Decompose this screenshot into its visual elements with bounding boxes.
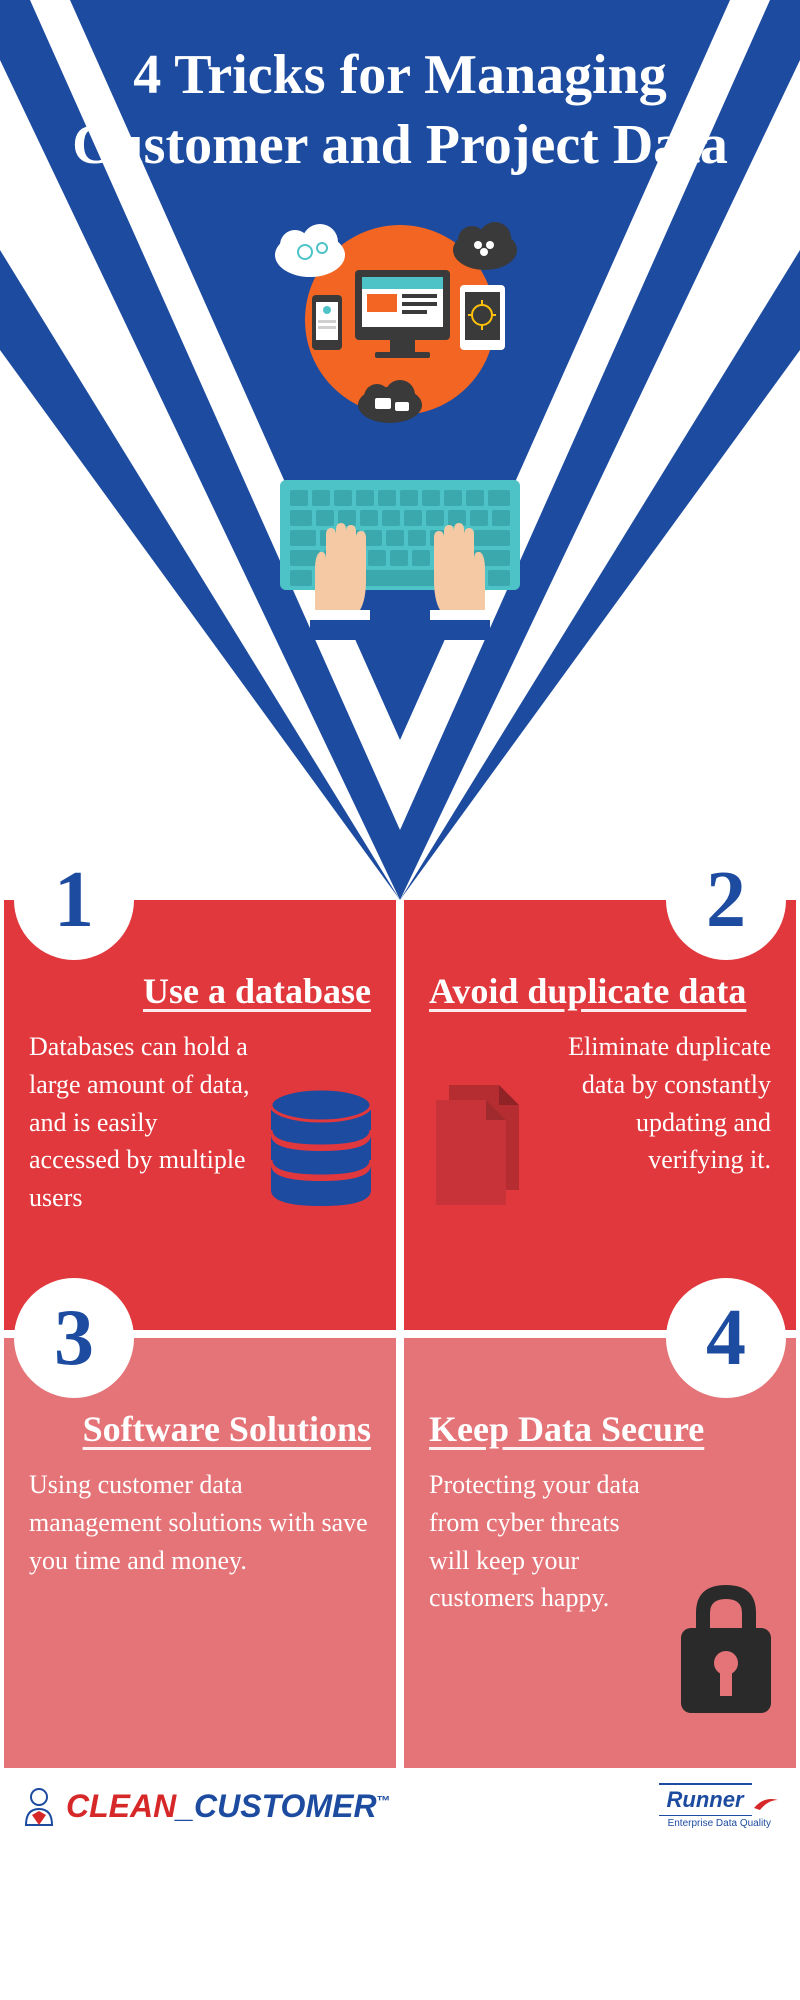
lock-icon — [666, 1573, 786, 1728]
brand-sep: _ — [176, 1788, 194, 1824]
card-data-secure: 4 Keep Data Secure Protecting your data … — [404, 1338, 796, 1768]
infographic-container: 4 Tricks for Managing Customer and Proje… — [0, 0, 800, 1854]
number-badge-1: 1 — [14, 840, 134, 960]
keyboard-hands-graphic — [0, 460, 800, 640]
card-use-database: 1 Use a database Databases can hold a la… — [4, 900, 396, 1330]
database-icon — [261, 1085, 381, 1230]
brand-tm: ™ — [377, 1792, 391, 1808]
documents-icon — [424, 1075, 534, 1220]
number-2: 2 — [706, 855, 746, 946]
brand-customer: CUSTOMER — [194, 1788, 377, 1824]
number-badge-3: 3 — [14, 1278, 134, 1398]
card-software-solutions: 3 Software Solutions Using customer data… — [4, 1338, 396, 1768]
number-badge-4: 4 — [666, 1278, 786, 1398]
cards-grid: 1 Use a database Databases can hold a la… — [0, 900, 800, 1768]
hero-devices-graphic — [0, 210, 800, 430]
brand-clean: CLEAN — [66, 1788, 176, 1824]
card-body-3: Using customer data management solutions… — [29, 1466, 371, 1579]
card-avoid-duplicate: 2 Avoid duplicate data Eliminate duplica… — [404, 900, 796, 1330]
swoosh-icon — [752, 1794, 780, 1812]
number-3: 3 — [54, 1293, 94, 1384]
cloud-people-icon — [453, 222, 517, 270]
number-1: 1 — [54, 855, 94, 946]
footer-right-brand: Runner Enterprise Data Quality — [659, 1783, 780, 1829]
clean-customer-logo: CLEAN_CUSTOMER™ — [66, 1788, 391, 1825]
person-icon — [20, 1785, 58, 1827]
runner-tagline: Enterprise Data Quality — [659, 1818, 780, 1829]
number-badge-2: 2 — [666, 840, 786, 960]
header-section: 4 Tricks for Managing Customer and Proje… — [0, 0, 800, 900]
footer: CLEAN_CUSTOMER™ Runner Enterprise Data Q… — [0, 1768, 800, 1854]
page-title: 4 Tricks for Managing Customer and Proje… — [0, 0, 800, 200]
cloud-gear-icon — [275, 224, 345, 277]
footer-left-brand: CLEAN_CUSTOMER™ — [20, 1785, 391, 1827]
runner-logo: Runner — [659, 1783, 752, 1816]
number-4: 4 — [706, 1293, 746, 1384]
